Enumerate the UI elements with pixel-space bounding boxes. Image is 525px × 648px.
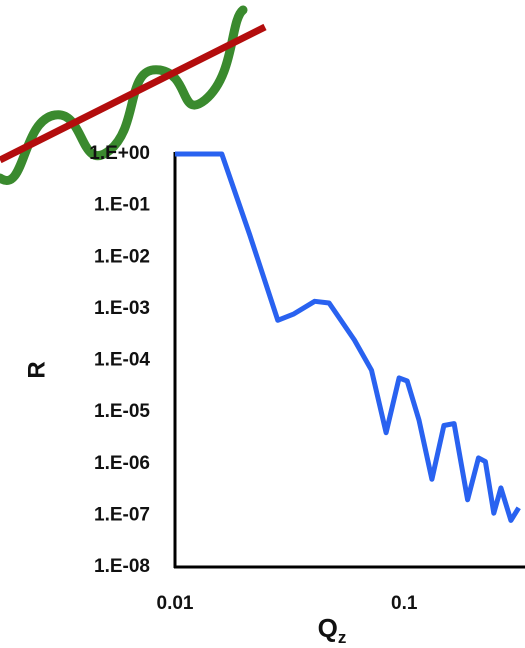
y-tick-label: 1.E-04: [94, 350, 150, 371]
y-tick-label: 1.E-02: [94, 246, 150, 267]
x-axis-label: Qz: [318, 613, 347, 648]
series-line: [175, 151, 521, 523]
y-tick-label: 1.E-07: [94, 504, 150, 525]
y-tick-label: 1.E-05: [94, 401, 150, 422]
y-tick-label: 1.E-01: [94, 195, 150, 216]
helix-decoration: [0, 5, 267, 185]
y-tick-label: 1.E-03: [94, 298, 150, 319]
x-tick-label: 0.01: [157, 593, 194, 614]
x-axis-label-main: Q: [318, 613, 338, 643]
y-axis-label: R: [23, 361, 50, 378]
y-tick-label: 1.E+00: [89, 143, 150, 164]
x-tick-label: 0.1: [391, 593, 418, 614]
y-tick-label: 1.E-08: [94, 556, 150, 577]
y-tick-label: 1.E-06: [94, 453, 150, 474]
x-axis-label-subscript: z: [338, 628, 347, 647]
